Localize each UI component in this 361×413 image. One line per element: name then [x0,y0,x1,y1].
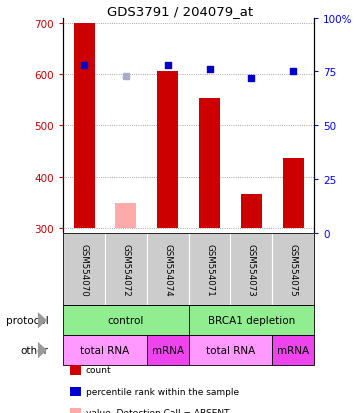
Text: other: other [21,345,49,355]
Text: GSM554071: GSM554071 [205,243,214,296]
Point [165,62,171,69]
Text: GSM554075: GSM554075 [289,243,298,296]
Text: GSM554073: GSM554073 [247,243,256,296]
Text: mRNA: mRNA [277,345,309,355]
Text: count: count [86,366,112,375]
Text: BRCA1 depletion: BRCA1 depletion [208,316,295,325]
Text: control: control [108,316,144,325]
Bar [157,72,178,228]
Text: GSM554074: GSM554074 [163,243,172,296]
Text: value, Detection Call = ABSENT: value, Detection Call = ABSENT [86,408,230,413]
Text: mRNA: mRNA [152,345,184,355]
Bar [74,24,95,228]
Text: percentile rank within the sample: percentile rank within the sample [86,387,239,396]
Text: protocol: protocol [6,316,49,325]
Point [206,67,212,74]
Bar [241,195,262,228]
Point [81,62,87,69]
Text: total RNA: total RNA [81,345,130,355]
Text: total RNA: total RNA [206,345,255,355]
Bar [283,158,304,228]
Text: GDS3791 / 204079_at: GDS3791 / 204079_at [108,5,253,18]
Bar [116,204,136,228]
Text: GSM554072: GSM554072 [121,243,130,296]
Bar [199,99,220,228]
Point [248,76,254,82]
Point [290,69,296,76]
Text: GSM554070: GSM554070 [79,243,88,296]
Point [123,73,129,80]
